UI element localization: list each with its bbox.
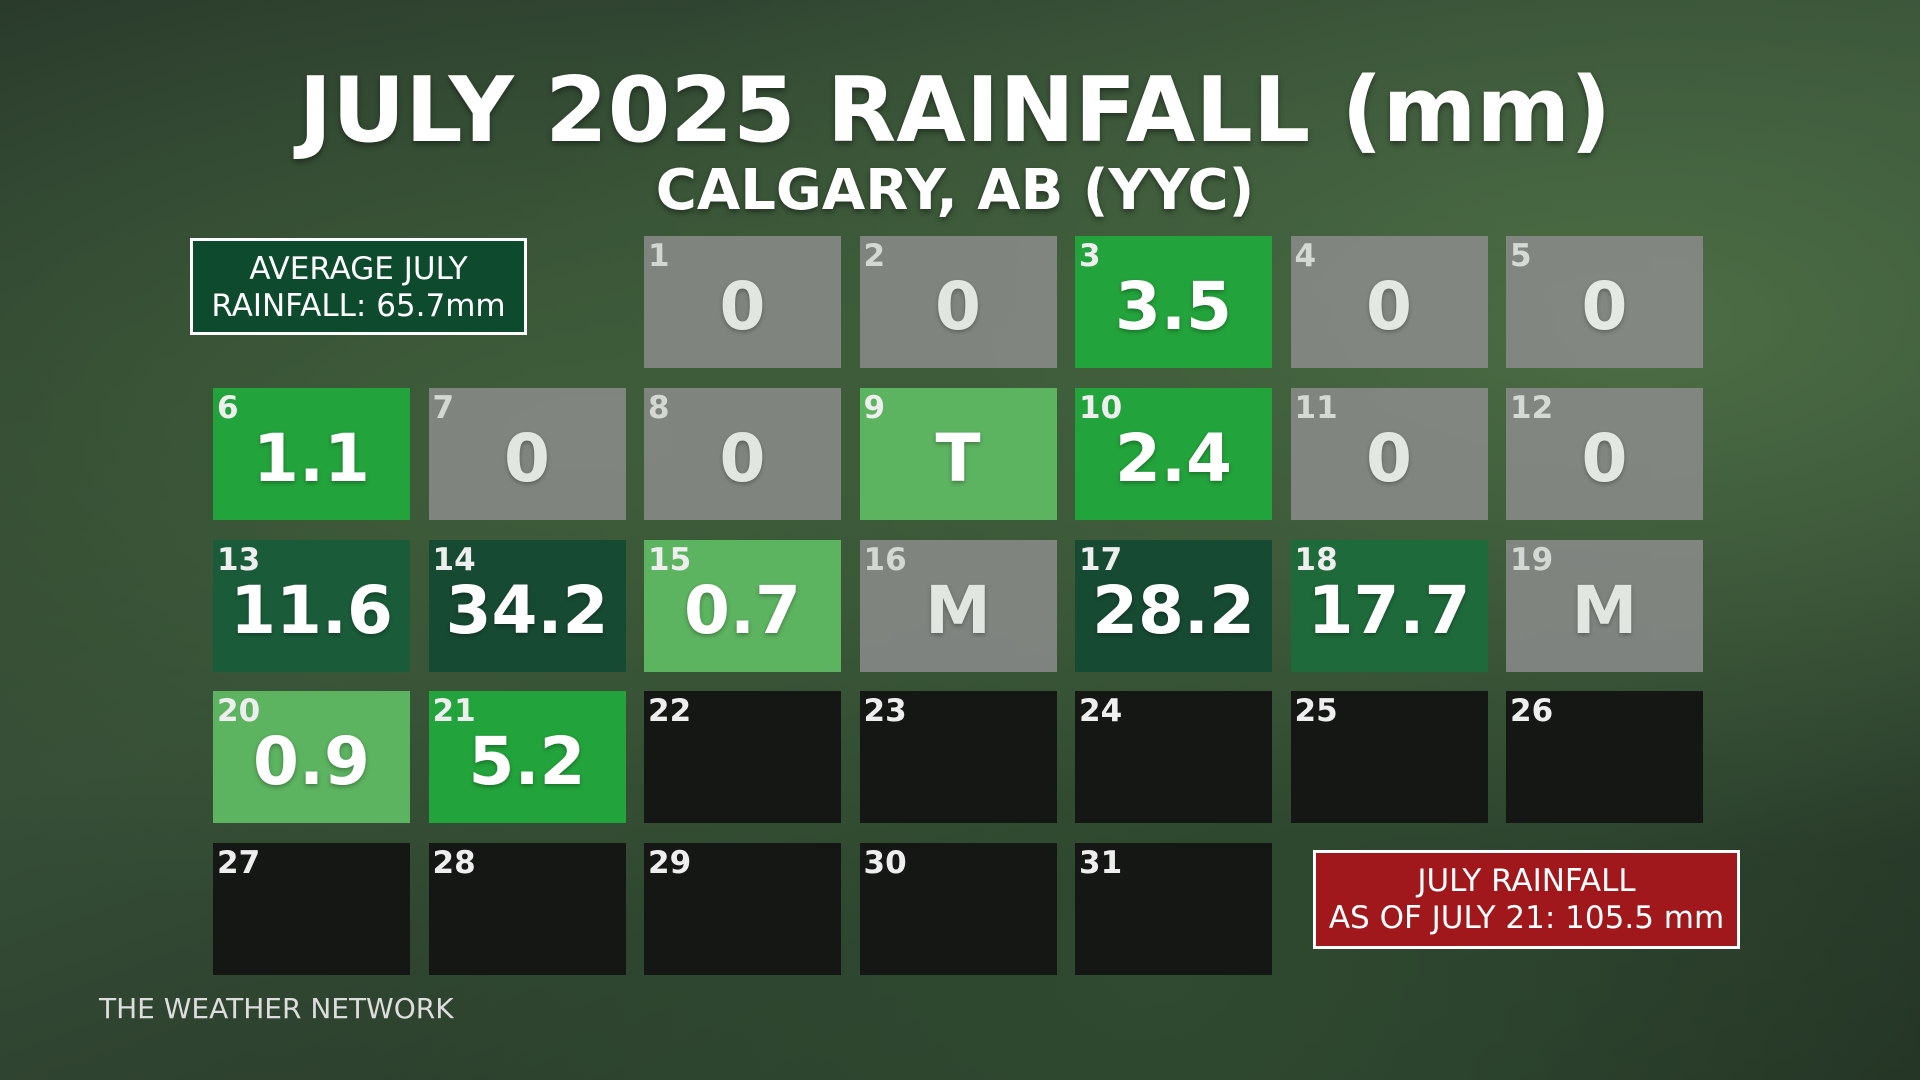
day-tile: 18 17.7 [1290,539,1488,672]
day-number: 28 [432,845,476,882]
day-tile: 14 34.2 [428,539,626,672]
day-number: 1 [648,238,670,274]
rainfall-value: 0 [1366,419,1412,497]
rainfall-value: 0 [935,268,981,345]
day-number: 15 [648,541,692,578]
day-number: 10 [1079,389,1123,426]
rainfall-value: 0 [1581,419,1628,497]
rainfall-value: T [935,419,981,497]
day-tile: 6 1.1 [213,387,410,520]
rainfall-value: 0 [1366,268,1412,345]
day-tile: 20 0.9 [213,691,410,824]
day-number: 16 [863,541,907,578]
rainfall-value: 11.6 [230,571,393,649]
day-tile: 27 [213,843,410,976]
day-tile: 3 3.5 [1075,236,1272,368]
day-number: 11 [1294,389,1338,426]
rainfall-value: 1.1 [253,419,370,497]
rainfall-value: 0.7 [684,571,801,649]
average-line: RAINFALL: 65.7mm [211,288,506,324]
day-number: 17 [1079,541,1123,578]
rainfall-value: 28.2 [1092,571,1255,649]
day-tile: 15 0.7 [644,539,841,672]
rainfall-value: 2.4 [1115,419,1232,497]
day-number: 19 [1510,541,1554,578]
rainfall-value: 5.2 [468,723,586,801]
day-tile: 29 [644,843,841,976]
day-number: 13 [217,541,261,578]
day-tile: 24 [1075,691,1272,824]
day-tile: 31 [1075,843,1272,976]
day-number: 3 [1079,238,1101,274]
day-tile: 13 11.6 [213,539,410,672]
day-tile: 10 2.4 [1075,387,1272,520]
day-number: 5 [1510,238,1532,274]
day-tile: 11 0 [1290,387,1488,520]
day-number: 25 [1294,693,1338,730]
day-tile: 12 0 [1506,387,1703,520]
rainfall-value: 0.9 [253,723,370,801]
day-number: 12 [1510,389,1554,426]
rainfall-value: 17.7 [1307,571,1471,649]
day-number: 22 [648,693,692,730]
day-tile: 17 28.2 [1075,539,1272,672]
title: JULY 2025 RAINFALL (mm) [298,58,1612,163]
day-number: 31 [1079,845,1123,882]
total-box: JULY RAINFALL AS OF JULY 21: 105.5 mm [1313,850,1740,949]
rainfall-value: 0 [719,268,766,345]
rainfall-value: 0 [504,419,550,497]
total-line: JULY RAINFALL [1417,863,1636,899]
day-number: 29 [648,845,692,882]
rainfall-value: M [925,571,991,649]
day-tile: 30 [859,843,1057,976]
day-tile: 25 [1290,691,1488,824]
day-tile: 22 [644,691,841,824]
day-number: 21 [432,693,476,730]
day-number: 6 [217,389,239,426]
day-number: 24 [1079,693,1123,730]
total-line: AS OF JULY 21: 105.5 mm [1328,900,1725,936]
day-number: 4 [1294,238,1317,274]
day-number: 30 [863,845,907,882]
average-box: AVERAGE JULY RAINFALL: 65.7mm [190,238,527,335]
average-line: AVERAGE JULY [249,251,468,287]
subtitle: CALGARY, AB (YYC) [655,158,1255,223]
day-tile: 23 [859,691,1057,824]
day-number: 9 [863,389,886,426]
day-number: 2 [863,238,886,274]
rainfall-value: 3.5 [1115,268,1232,345]
day-number: 18 [1294,541,1338,578]
day-number: 14 [432,541,476,578]
day-number: 8 [648,389,670,426]
rainfall-value: M [1571,571,1638,649]
day-number: 26 [1510,693,1554,730]
day-number: 27 [217,845,261,882]
day-tile: 19 M [1506,539,1703,672]
day-number: 7 [432,389,455,426]
footer: THE WEATHER NETWORK [99,992,454,1025]
day-tile: 21 5.2 [428,691,626,824]
day-number: 23 [863,693,907,730]
day-number: 20 [217,693,261,730]
day-tile: 16 M [859,539,1057,672]
day-tile: 28 [428,843,626,976]
rainfall-value: 34.2 [445,571,609,649]
rainfall-value: 0 [1581,268,1628,345]
day-tile: 26 [1506,691,1703,824]
rainfall-value: 0 [719,419,766,497]
